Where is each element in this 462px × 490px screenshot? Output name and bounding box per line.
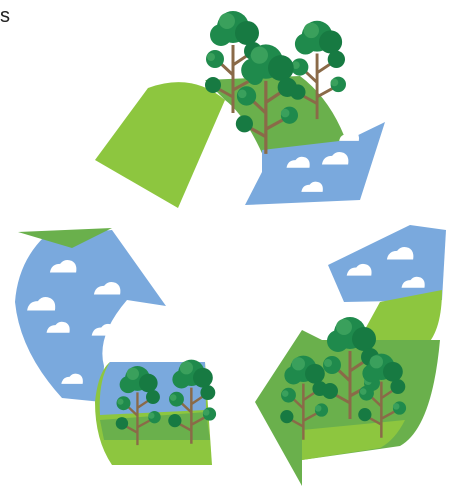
arrow-part	[328, 225, 446, 302]
arrow-part	[100, 412, 210, 440]
arrow-part	[358, 290, 442, 346]
top-arrow	[95, 9, 385, 208]
arrow-part	[255, 330, 440, 486]
edge-text: s	[0, 5, 10, 27]
arrow-part	[18, 228, 112, 248]
left-arrow	[15, 228, 218, 465]
right-arrow	[255, 225, 446, 486]
arrow-part	[302, 420, 405, 460]
arrow-part	[245, 122, 385, 205]
arrow-part	[95, 82, 225, 208]
arrow-part	[15, 230, 166, 402]
